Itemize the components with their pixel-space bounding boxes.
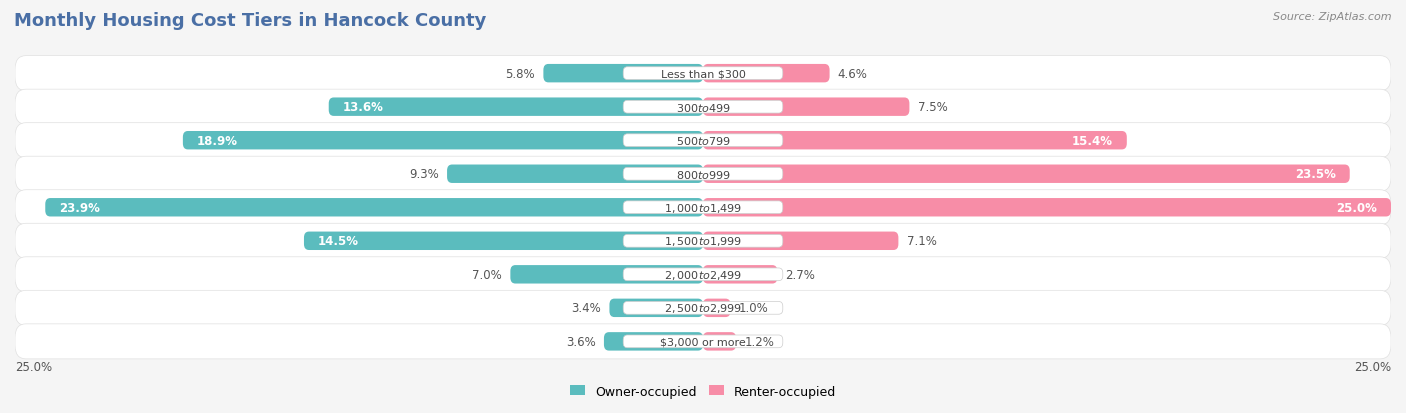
FancyBboxPatch shape xyxy=(623,202,783,214)
Text: $2,000 to $2,499: $2,000 to $2,499 xyxy=(664,268,742,281)
Text: 3.6%: 3.6% xyxy=(567,335,596,348)
Text: 1.2%: 1.2% xyxy=(744,335,775,348)
Text: Source: ZipAtlas.com: Source: ZipAtlas.com xyxy=(1274,12,1392,22)
Text: Less than $300: Less than $300 xyxy=(661,69,745,79)
FancyBboxPatch shape xyxy=(623,168,783,180)
Text: Monthly Housing Cost Tiers in Hancock County: Monthly Housing Cost Tiers in Hancock Co… xyxy=(14,12,486,30)
FancyBboxPatch shape xyxy=(623,335,783,348)
Text: 7.5%: 7.5% xyxy=(918,101,948,114)
Text: $500 to $799: $500 to $799 xyxy=(675,135,731,147)
FancyBboxPatch shape xyxy=(15,291,1391,325)
FancyBboxPatch shape xyxy=(703,199,1391,217)
FancyBboxPatch shape xyxy=(15,257,1391,292)
Text: 25.0%: 25.0% xyxy=(15,360,52,373)
Text: 7.1%: 7.1% xyxy=(907,235,936,248)
FancyBboxPatch shape xyxy=(15,123,1391,158)
Text: 3.4%: 3.4% xyxy=(571,301,602,315)
Text: 25.0%: 25.0% xyxy=(1354,360,1391,373)
Text: 4.6%: 4.6% xyxy=(838,67,868,81)
FancyBboxPatch shape xyxy=(609,299,703,317)
FancyBboxPatch shape xyxy=(623,101,783,114)
Text: $3,000 or more: $3,000 or more xyxy=(661,337,745,347)
Text: 1.0%: 1.0% xyxy=(738,301,769,315)
FancyBboxPatch shape xyxy=(703,299,731,317)
FancyBboxPatch shape xyxy=(15,90,1391,125)
FancyBboxPatch shape xyxy=(15,324,1391,359)
FancyBboxPatch shape xyxy=(15,157,1391,192)
Text: 14.5%: 14.5% xyxy=(318,235,359,248)
Text: 15.4%: 15.4% xyxy=(1071,134,1114,147)
FancyBboxPatch shape xyxy=(183,132,703,150)
FancyBboxPatch shape xyxy=(605,332,703,351)
Text: 18.9%: 18.9% xyxy=(197,134,238,147)
FancyBboxPatch shape xyxy=(45,199,703,217)
Text: 5.8%: 5.8% xyxy=(506,67,536,81)
Text: 23.9%: 23.9% xyxy=(59,201,100,214)
FancyBboxPatch shape xyxy=(510,266,703,284)
FancyBboxPatch shape xyxy=(623,135,783,147)
Text: 25.0%: 25.0% xyxy=(1336,201,1378,214)
Legend: Owner-occupied, Renter-occupied: Owner-occupied, Renter-occupied xyxy=(565,380,841,403)
FancyBboxPatch shape xyxy=(703,165,1350,183)
FancyBboxPatch shape xyxy=(703,232,898,250)
Text: 2.7%: 2.7% xyxy=(786,268,815,281)
FancyBboxPatch shape xyxy=(623,68,783,81)
Text: 9.3%: 9.3% xyxy=(409,168,439,181)
Text: $1,500 to $1,999: $1,500 to $1,999 xyxy=(664,235,742,248)
FancyBboxPatch shape xyxy=(623,268,783,281)
Text: $1,000 to $1,499: $1,000 to $1,499 xyxy=(664,201,742,214)
FancyBboxPatch shape xyxy=(623,302,783,314)
FancyBboxPatch shape xyxy=(15,190,1391,225)
FancyBboxPatch shape xyxy=(304,232,703,250)
FancyBboxPatch shape xyxy=(15,224,1391,259)
Text: 7.0%: 7.0% xyxy=(472,268,502,281)
Text: $2,500 to $2,999: $2,500 to $2,999 xyxy=(664,301,742,315)
FancyBboxPatch shape xyxy=(703,332,735,351)
FancyBboxPatch shape xyxy=(15,57,1391,91)
FancyBboxPatch shape xyxy=(329,98,703,116)
FancyBboxPatch shape xyxy=(447,165,703,183)
Text: $800 to $999: $800 to $999 xyxy=(675,169,731,180)
FancyBboxPatch shape xyxy=(543,65,703,83)
Text: 23.5%: 23.5% xyxy=(1295,168,1336,181)
FancyBboxPatch shape xyxy=(703,98,910,116)
Text: $300 to $499: $300 to $499 xyxy=(675,102,731,114)
FancyBboxPatch shape xyxy=(623,235,783,247)
FancyBboxPatch shape xyxy=(703,65,830,83)
Text: 13.6%: 13.6% xyxy=(343,101,384,114)
FancyBboxPatch shape xyxy=(703,132,1126,150)
FancyBboxPatch shape xyxy=(703,266,778,284)
